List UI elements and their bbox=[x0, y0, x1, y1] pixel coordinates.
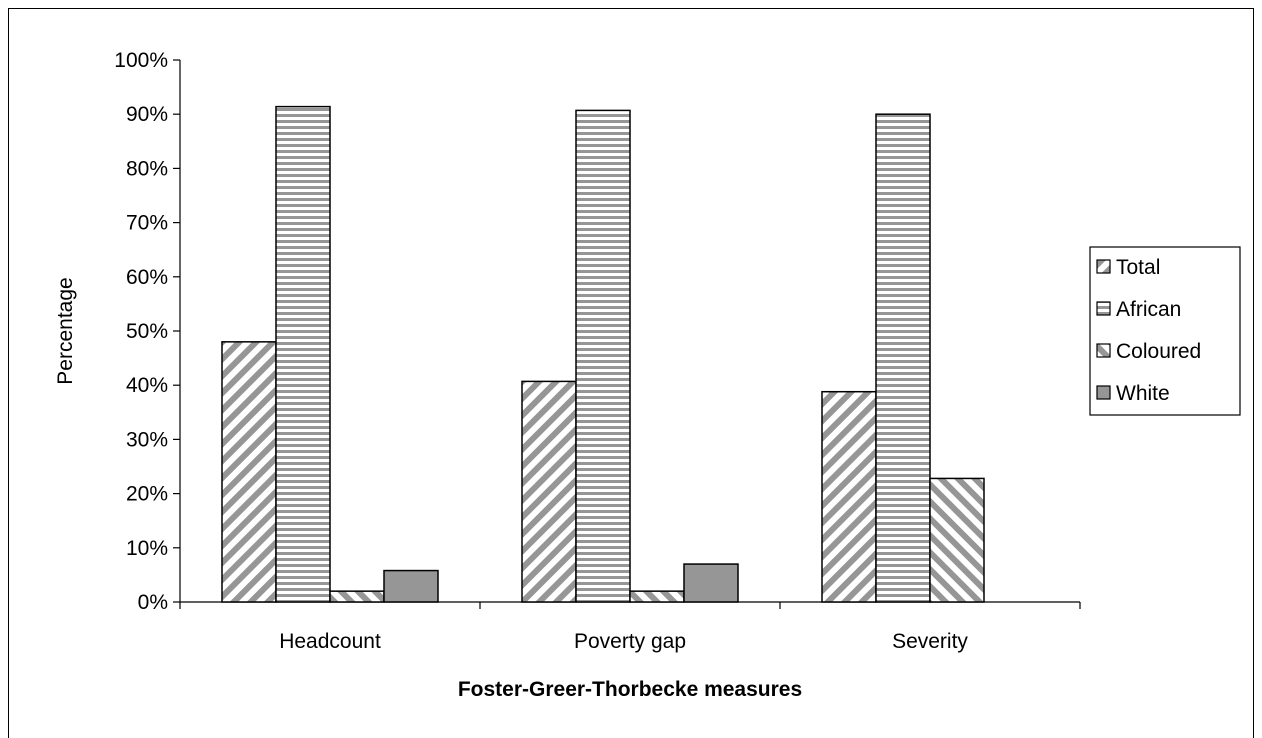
y-tick-label: 20% bbox=[126, 483, 168, 506]
y-tick-label: 10% bbox=[126, 537, 168, 560]
bar-coloured bbox=[329, 590, 385, 603]
legend-label-total: Total bbox=[1116, 256, 1160, 279]
y-tick-label: 90% bbox=[126, 103, 168, 126]
legend-label-african: African bbox=[1116, 298, 1181, 321]
legend-swatch-african bbox=[1096, 301, 1111, 316]
y-tick-label: 30% bbox=[126, 428, 168, 451]
y-axis-title: Percentage bbox=[54, 277, 77, 384]
bar-coloured bbox=[929, 477, 985, 603]
y-tick-label: 50% bbox=[126, 320, 168, 343]
bar-coloured bbox=[629, 590, 685, 603]
bar-african bbox=[275, 105, 331, 603]
x-axis: Headcount Poverty gap Severity bbox=[179, 601, 1081, 653]
legend-swatch-white bbox=[1096, 385, 1111, 400]
legend-box bbox=[1089, 246, 1241, 416]
y-axis: 0% 10% 20% 30% 40% 50% 60% 70% 80% 90% 100% bbox=[114, 49, 181, 614]
y-tick-label: 40% bbox=[126, 374, 168, 397]
bars bbox=[221, 105, 985, 603]
legend: Total African Coloured White bbox=[1089, 246, 1241, 416]
x-category-label: Poverty gap bbox=[574, 630, 686, 653]
y-tick-label: 0% bbox=[138, 591, 168, 614]
legend-label-white: White bbox=[1116, 382, 1170, 405]
legend-label-coloured: Coloured bbox=[1116, 340, 1201, 363]
bar-african bbox=[875, 113, 931, 603]
legend-swatch-coloured bbox=[1096, 343, 1111, 358]
y-tick-label: 70% bbox=[126, 212, 168, 235]
y-tick-label: 100% bbox=[114, 49, 168, 72]
bar-total bbox=[521, 380, 577, 603]
x-category-label: Severity bbox=[892, 630, 968, 653]
bar-white bbox=[683, 563, 739, 603]
x-axis-title: Foster-Greer-Thorbecke measures bbox=[458, 678, 802, 701]
legend-swatch-total bbox=[1096, 259, 1111, 274]
y-tick-label: 60% bbox=[126, 266, 168, 289]
bar-white bbox=[383, 569, 439, 603]
bar-african bbox=[575, 109, 631, 603]
bar-total bbox=[821, 390, 877, 603]
x-category-label: Headcount bbox=[279, 630, 381, 653]
chart-frame bbox=[8, 8, 1254, 738]
bar-total bbox=[221, 341, 277, 603]
y-tick-label: 80% bbox=[126, 157, 168, 180]
